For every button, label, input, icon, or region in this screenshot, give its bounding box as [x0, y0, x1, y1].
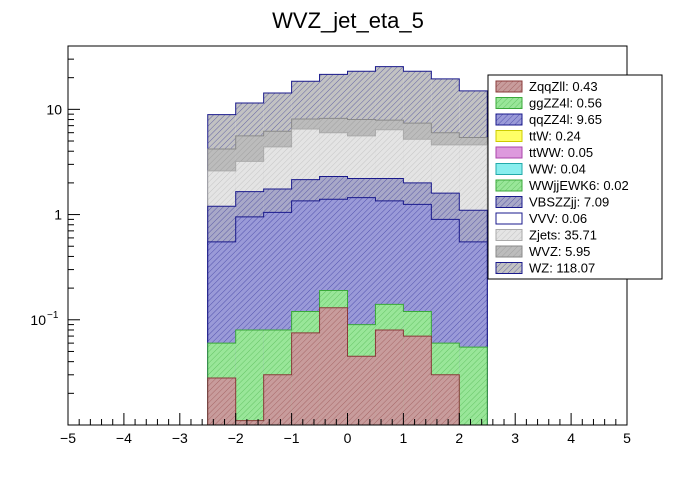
legend-label: WWjjEWK6: 0.02 — [529, 178, 629, 193]
stack-bars — [207, 66, 488, 426]
x-tick-label: −4 — [116, 430, 132, 446]
outline-zqqzll — [207, 307, 488, 426]
legend-swatch — [495, 229, 523, 241]
bar-ggzz4l-bin-1 — [235, 329, 264, 425]
bar-zqqzll-bin-2 — [263, 374, 292, 425]
legend-swatch — [495, 262, 523, 274]
legend-swatch — [495, 196, 523, 208]
legend-entry: ZqqZll: 0.43 — [495, 79, 598, 94]
outline-qqzz4l — [207, 197, 488, 425]
bar-zqqzll-bin-6 — [375, 329, 404, 425]
legend-entry: ttWW: 0.05 — [495, 145, 593, 160]
legend-label: VBSZZjj: 7.09 — [529, 195, 609, 210]
legend-swatch — [495, 80, 523, 93]
legend-swatch — [495, 179, 523, 192]
legend-entry: WVZ: 5.95 — [495, 244, 590, 259]
y-tick-exponent: −1 — [47, 310, 59, 321]
legend-label: ZqqZll: 0.43 — [529, 79, 598, 94]
x-tick-label: 3 — [511, 430, 519, 446]
stack-zqqzll — [207, 307, 488, 426]
bar-zqqzll-bin-8 — [431, 374, 460, 425]
x-tick-label: 5 — [623, 430, 631, 446]
x-tick-label: −3 — [172, 430, 188, 446]
legend-entry: VBSZZjj: 7.09 — [495, 195, 609, 210]
bar-zqqzll-bin-3 — [291, 332, 320, 425]
bar-zqqzll-bin-1 — [235, 420, 264, 425]
legend-entry: ttW: 0.24 — [495, 129, 581, 144]
legend-entry: ggZZ4l: 0.56 — [495, 96, 602, 111]
x-tick-label: −5 — [60, 430, 76, 446]
bar-ggzz4l-bin-9 — [459, 347, 488, 425]
legend-swatch — [495, 245, 523, 258]
legend-swatch — [495, 113, 523, 126]
legend-entry: WWjjEWK6: 0.02 — [495, 178, 629, 193]
legend-label: qqZZ4l: 9.65 — [529, 112, 602, 127]
legend-label: WZ: 118.07 — [529, 261, 595, 276]
y-tick-label: 10 — [30, 312, 46, 328]
legend-swatch — [495, 130, 523, 142]
legend-label: VVV: 0.06 — [529, 211, 587, 226]
legend-label: WW: 0.04 — [529, 162, 586, 177]
x-tick-label: 1 — [400, 430, 408, 446]
bar-zqqzll-bin-0 — [207, 377, 236, 425]
chart-title: WVZ_jet_eta_5 — [272, 8, 424, 33]
outline-zjets — [207, 128, 488, 425]
bar-zqqzll-bin-7 — [403, 336, 432, 425]
x-tick-label: −1 — [284, 430, 300, 446]
bar-zqqzll-bin-5 — [347, 356, 376, 425]
legend-label: ttWW: 0.05 — [529, 145, 593, 160]
outline-wz — [207, 66, 488, 425]
legend-entry: qqZZ4l: 9.65 — [495, 112, 602, 127]
legend-label: ggZZ4l: 0.56 — [529, 96, 602, 111]
legend-swatch — [495, 163, 523, 175]
legend-entry: WZ: 118.07 — [495, 261, 595, 276]
legend-swatch — [495, 212, 523, 225]
legend-entry: WW: 0.04 — [495, 162, 586, 177]
x-tick-label: 2 — [455, 430, 463, 446]
outline-wvz — [207, 117, 488, 425]
legend-label: Zjets: 35.71 — [529, 228, 597, 243]
outline-vbszzjj — [207, 176, 488, 425]
legend-label: WVZ: 5.95 — [529, 244, 590, 259]
x-tick-label: 4 — [567, 430, 575, 446]
legend-swatch — [495, 146, 523, 159]
legend-label: ttW: 0.24 — [529, 129, 581, 144]
y-tick-label: 1 — [54, 207, 62, 223]
x-tick-label: 0 — [344, 430, 352, 446]
y-tick-label: 10 — [46, 101, 62, 117]
x-tick-label: −2 — [228, 430, 244, 446]
bar-zqqzll-bin-4 — [319, 307, 348, 425]
legend-swatch — [495, 97, 523, 109]
legend-entry: Zjets: 35.71 — [495, 228, 597, 243]
legend-entry: VVV: 0.06 — [495, 211, 587, 226]
